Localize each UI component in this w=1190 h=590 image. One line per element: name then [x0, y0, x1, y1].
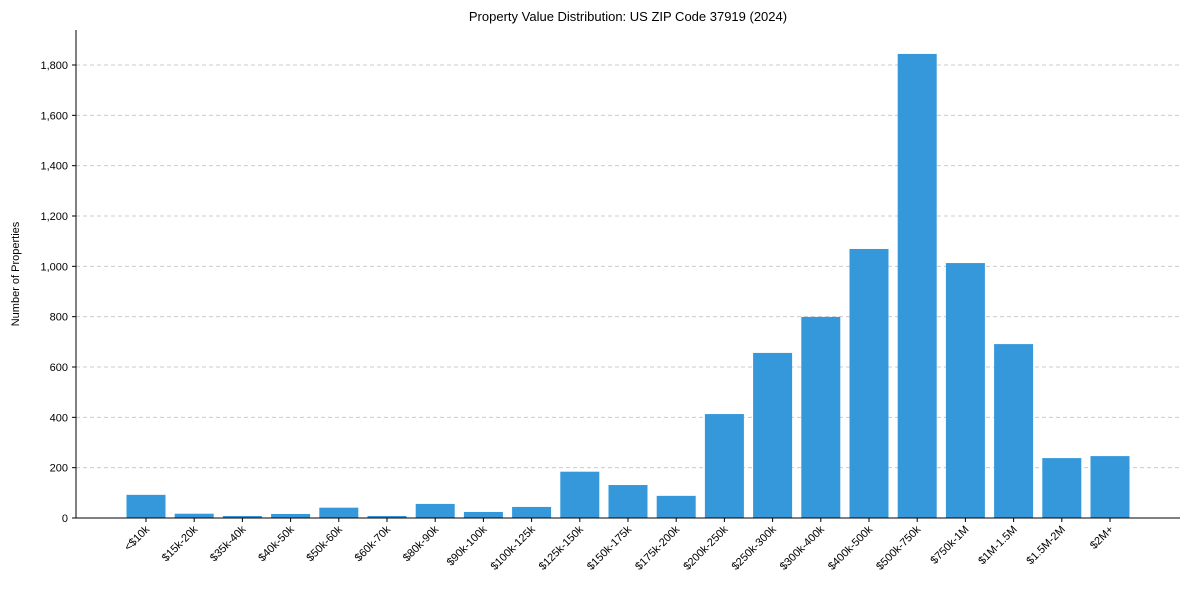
- bar: [174, 513, 214, 518]
- x-tick-label: $125k-150k: [537, 523, 586, 572]
- x-tick-label: $250k-300k: [730, 523, 779, 572]
- x-tick-label: $500k-750k: [874, 523, 923, 572]
- x-tick-label: $1.5M-2M: [1024, 524, 1068, 568]
- x-tick-label: <$10k: [122, 523, 152, 553]
- x-tick-label: $80k-90k: [401, 523, 442, 564]
- y-axis-label: Number of Properties: [10, 221, 22, 326]
- y-tick-label: 200: [50, 463, 68, 475]
- bar: [656, 495, 696, 518]
- x-tick-label: $100k-125k: [489, 523, 538, 572]
- y-tick-label: 600: [50, 362, 68, 374]
- x-tick-label: $200k-250k: [681, 523, 730, 572]
- x-tick-label: $35k-40k: [208, 523, 249, 564]
- bar: [897, 53, 937, 518]
- bar: [849, 248, 889, 519]
- y-tick-label: 400: [50, 412, 68, 424]
- x-tick-label: $175k-200k: [633, 523, 682, 572]
- x-tick-label: $400k-500k: [826, 523, 875, 572]
- y-tick-label: 1,600: [40, 110, 68, 122]
- x-tick-label: $1M-1.5M: [976, 524, 1020, 568]
- bar: [367, 515, 407, 518]
- x-tick-label: $50k-60k: [304, 523, 345, 564]
- x-tick-label: $2M+: [1088, 524, 1116, 552]
- y-tick-label: 1,000: [40, 261, 68, 273]
- bar: [753, 352, 793, 518]
- x-tick-label: $150k-175k: [585, 523, 634, 572]
- bar: [1042, 458, 1082, 518]
- x-tick-label: $15k-20k: [160, 523, 201, 564]
- bar: [319, 507, 359, 518]
- chart-title: Property Value Distribution: US ZIP Code…: [469, 9, 787, 24]
- bar: [704, 414, 744, 518]
- x-tick-label: $300k-400k: [778, 523, 827, 572]
- y-tick-label: 0: [62, 513, 68, 525]
- bar: [560, 471, 600, 518]
- bar: [608, 485, 648, 518]
- bar: [271, 513, 311, 518]
- bar: [512, 506, 552, 518]
- x-tick-label: $750k-1M: [928, 524, 971, 567]
- y-tick-label: 1,400: [40, 161, 68, 173]
- y-tick-label: 1,200: [40, 211, 68, 223]
- bar: [945, 263, 985, 518]
- bar: [126, 494, 166, 518]
- bar: [463, 511, 503, 518]
- y-tick-label: 1,800: [40, 60, 68, 72]
- bar: [415, 503, 455, 518]
- x-tick-label: $90k-100k: [445, 523, 490, 568]
- bar: [801, 316, 841, 518]
- bar: [1090, 456, 1130, 518]
- y-tick-label: 800: [50, 312, 68, 324]
- x-tick-label: $60k-70k: [353, 523, 394, 564]
- bar: [222, 515, 262, 518]
- x-tick-label: $40k-50k: [256, 523, 297, 564]
- bar: [994, 344, 1034, 518]
